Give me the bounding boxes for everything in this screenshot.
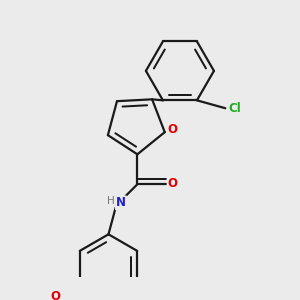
Text: O: O: [168, 177, 178, 190]
Text: N: N: [116, 196, 126, 209]
Text: O: O: [50, 290, 60, 300]
Text: Cl: Cl: [228, 102, 241, 115]
Text: O: O: [168, 123, 178, 136]
Text: H: H: [107, 196, 114, 206]
